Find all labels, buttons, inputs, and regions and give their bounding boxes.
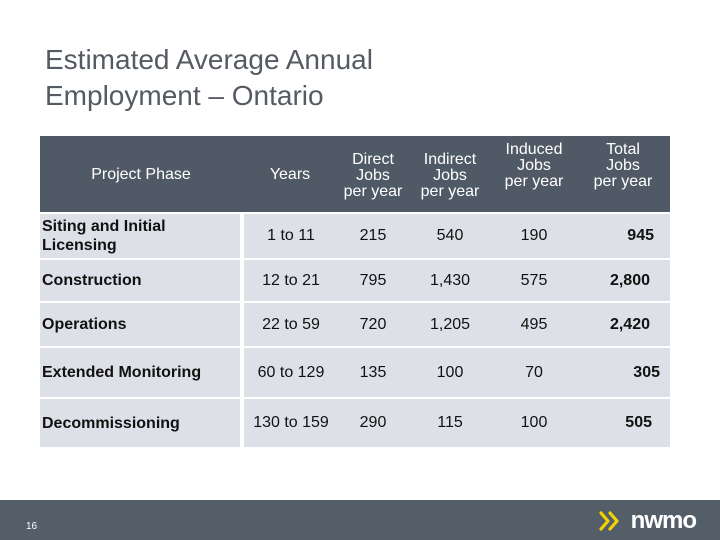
header-years: Years	[242, 136, 338, 213]
header-induced-jobs: Induced Jobs per year	[492, 136, 576, 213]
cell-induced: 575	[492, 258, 576, 302]
employment-table-container: Project Phase Years Direct Jobs per year…	[40, 136, 670, 447]
header-direct-line-1: Direct	[352, 151, 394, 168]
cell-induced: 190	[492, 212, 576, 259]
header-direct-line-2: Jobs	[356, 167, 390, 184]
table-row: Operations 22 to 59 720 1,205 495 2,420	[40, 301, 670, 347]
cell-induced: 70	[492, 346, 576, 398]
logo-wordmark: nwmo	[630, 507, 697, 534]
cell-induced: 100	[492, 397, 576, 447]
table-row: Decommissioning 130 to 159 290 115 100 5…	[40, 397, 670, 447]
header-indirect-line-3: per year	[420, 183, 480, 200]
table-row: Extended Monitoring 60 to 129 135 100 70…	[40, 346, 670, 398]
title-line-1: Estimated Average Annual	[45, 44, 373, 75]
cell-direct: 795	[338, 258, 408, 302]
cell-induced: 495	[492, 301, 576, 347]
nwmo-logo: nwmo	[599, 507, 697, 534]
employment-table: Project Phase Years Direct Jobs per year…	[40, 136, 670, 447]
cell-years: 130 to 159	[240, 397, 338, 447]
cell-direct: 215	[338, 212, 408, 259]
header-total-line-1: Total	[606, 141, 640, 158]
title-line-2: Employment – Ontario	[45, 80, 324, 111]
header-total-line-3: per year	[593, 173, 653, 190]
cell-indirect: 115	[408, 397, 492, 447]
cell-total: 2,420	[576, 301, 670, 347]
page-number: 16	[26, 521, 38, 532]
table-row: Siting and Initial Licensing 1 to 11 215…	[40, 212, 670, 259]
cell-direct: 720	[338, 301, 408, 347]
header-project-phase: Project Phase	[40, 136, 242, 213]
cell-indirect: 1,430	[408, 258, 492, 302]
header-induced-line-1: Induced	[505, 141, 563, 158]
cell-years: 12 to 21	[240, 258, 338, 302]
header-total-jobs: Total Jobs per year	[576, 136, 670, 213]
cell-phase: Decommissioning	[40, 397, 242, 447]
header-indirect-line-1: Indirect	[423, 151, 477, 168]
header-induced-line-3: per year	[504, 173, 564, 190]
cell-phase: Extended Monitoring	[40, 346, 242, 398]
header-induced-line-2: Jobs	[517, 157, 551, 174]
cell-total: 2,800	[576, 258, 670, 302]
cell-phase: Operations	[40, 301, 242, 347]
cell-indirect: 540	[408, 212, 492, 259]
cell-years: 22 to 59	[240, 301, 338, 347]
double-chevron-icon	[599, 511, 619, 531]
cell-direct: 290	[338, 397, 408, 447]
header-direct-jobs: Direct Jobs per year	[338, 136, 408, 213]
cell-total: 945	[576, 212, 670, 259]
cell-phase: Siting and Initial Licensing	[40, 212, 242, 259]
cell-direct: 135	[338, 346, 408, 398]
cell-years: 60 to 129	[240, 346, 338, 398]
cell-years: 1 to 11	[240, 212, 338, 259]
header-indirect-jobs: Indirect Jobs per year	[408, 136, 492, 213]
header-indirect-line-2: Jobs	[433, 167, 467, 184]
table-header-row: Project Phase Years Direct Jobs per year…	[40, 136, 670, 213]
header-direct-line-3: per year	[343, 183, 403, 200]
cell-indirect: 100	[408, 346, 492, 398]
slide-title: Estimated Average Annual Employment – On…	[45, 42, 373, 114]
table-row: Construction 12 to 21 795 1,430 575 2,80…	[40, 258, 670, 302]
cell-phase: Construction	[40, 258, 242, 302]
cell-total: 305	[576, 346, 670, 398]
header-total-line-2: Jobs	[606, 157, 640, 174]
footer-bar: 16 nwmo	[0, 500, 720, 540]
cell-total: 505	[576, 397, 670, 447]
cell-indirect: 1,205	[408, 301, 492, 347]
